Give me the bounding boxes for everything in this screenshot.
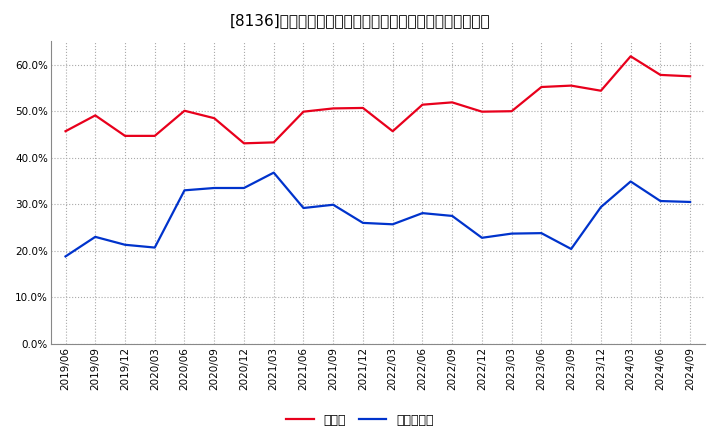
現預金: [150, 133, 159, 139]
有利子負債: [656, 198, 665, 204]
現預金: [240, 141, 248, 146]
現預金: [388, 128, 397, 134]
現預金: [567, 83, 575, 88]
現預金: [656, 72, 665, 77]
有利子負債: [626, 179, 635, 184]
有利子負債: [240, 185, 248, 191]
有利子負債: [597, 205, 606, 210]
現預金: [61, 128, 70, 134]
現預金: [418, 102, 427, 107]
現預金: [210, 116, 219, 121]
有利子負債: [448, 213, 456, 219]
有利子負債: [299, 205, 307, 211]
現預金: [180, 108, 189, 114]
Text: [8136]　現預金、有利子負債の総資産に対する比率の推移: [8136] 現預金、有利子負債の総資産に対する比率の推移: [230, 13, 490, 28]
有利子負債: [61, 254, 70, 259]
現預金: [477, 109, 486, 114]
現預金: [448, 100, 456, 105]
現預金: [597, 88, 606, 93]
有利子負債: [388, 222, 397, 227]
現預金: [359, 105, 367, 110]
現預金: [508, 109, 516, 114]
有利子負債: [508, 231, 516, 236]
有利子負債: [359, 220, 367, 226]
有利子負債: [121, 242, 130, 247]
現預金: [91, 113, 99, 118]
有利子負債: [91, 234, 99, 239]
現預金: [537, 84, 546, 90]
有利子負債: [418, 210, 427, 216]
有利子負債: [329, 202, 338, 207]
有利子負債: [477, 235, 486, 240]
有利子負債: [269, 170, 278, 175]
有利子負債: [180, 188, 189, 193]
有利子負債: [150, 245, 159, 250]
有利子負債: [567, 246, 575, 252]
有利子負債: [686, 199, 695, 205]
Legend: 現預金, 有利子負債: 現預金, 有利子負債: [282, 409, 438, 432]
有利子負債: [210, 185, 219, 191]
現預金: [686, 73, 695, 79]
Line: 現預金: 現預金: [66, 56, 690, 143]
現預金: [626, 54, 635, 59]
現預金: [269, 140, 278, 145]
現預金: [329, 106, 338, 111]
Line: 有利子負債: 有利子負債: [66, 172, 690, 257]
現預金: [121, 133, 130, 139]
現預金: [299, 109, 307, 114]
有利子負債: [537, 231, 546, 236]
